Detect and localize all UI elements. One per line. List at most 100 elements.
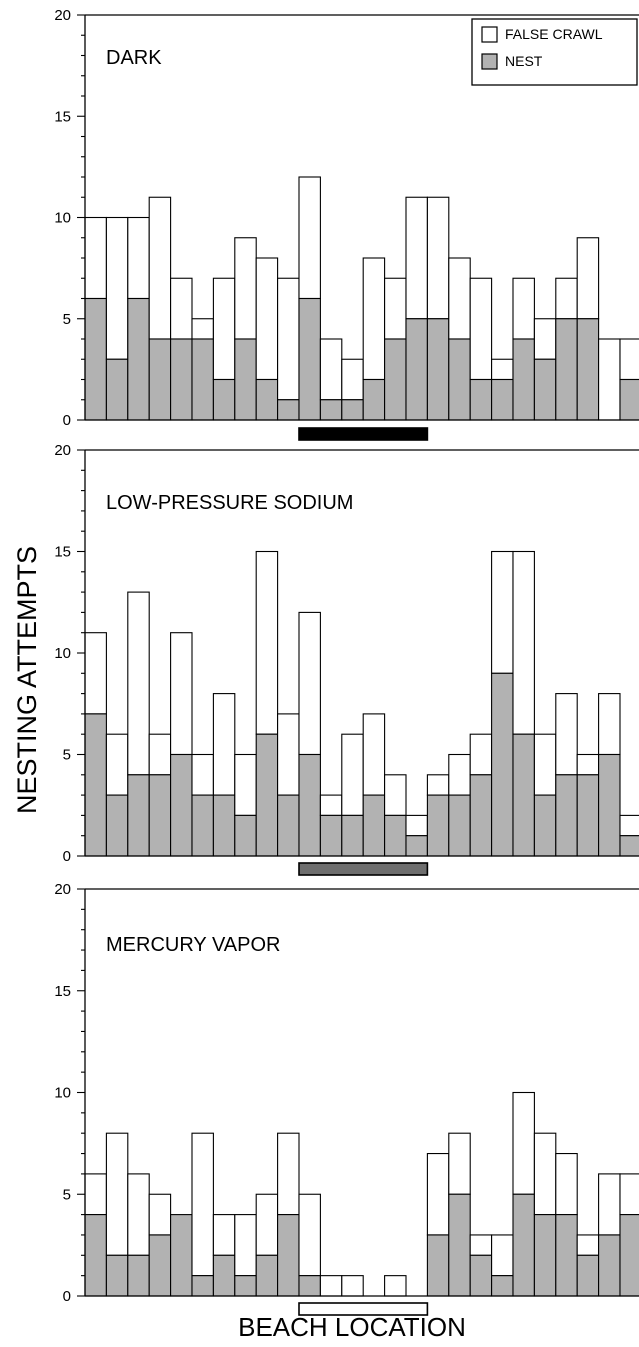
bar-nest	[533, 794, 557, 857]
y-tick-label: 10	[54, 1085, 71, 1102]
bar-nest	[598, 1234, 621, 1297]
panel-mercury-vapor: 0 5 10 15 20	[54, 881, 639, 1316]
bar-false-crawl	[191, 318, 214, 340]
panel-title-mercury-vapor: MERCURY VAPOR	[106, 934, 280, 956]
bar-nest	[362, 794, 386, 857]
bar-false-crawl	[234, 753, 257, 816]
panel-title-dark: DARK	[106, 47, 162, 69]
bar-nest	[576, 774, 600, 857]
bar-nest	[170, 1214, 193, 1297]
bar-false-crawl	[533, 1132, 557, 1216]
bar-false-crawl	[298, 176, 321, 300]
bar-nest	[555, 1214, 578, 1297]
bar-nest	[105, 794, 129, 857]
bar-false-crawl	[405, 196, 428, 320]
bar-false-crawl	[84, 1173, 107, 1216]
bar-nest	[212, 378, 236, 421]
bar-nest	[84, 1214, 107, 1297]
bar-nest	[384, 338, 407, 421]
bar-false-crawl	[469, 277, 493, 381]
bar-nest	[619, 835, 639, 857]
bar-false-crawl	[598, 338, 621, 421]
bar-false-crawl	[234, 237, 257, 340]
y-tick-label: 10	[54, 210, 71, 227]
bar-nest	[512, 338, 535, 421]
bar-nest	[234, 338, 257, 421]
y-tick-label: 0	[63, 412, 71, 429]
bar-nest	[576, 318, 600, 421]
bar-false-crawl	[619, 1173, 639, 1216]
bar-nest	[448, 1193, 471, 1297]
bar-false-crawl	[555, 693, 578, 776]
y-tick-label: 20	[54, 881, 71, 898]
bar-nest	[319, 399, 343, 421]
legend-label-false-crawl: FALSE CRAWL	[505, 26, 603, 42]
bar-false-crawl	[255, 550, 279, 735]
bar-nest	[298, 297, 321, 421]
bar-false-crawl	[512, 277, 535, 340]
bar-false-crawl	[426, 774, 450, 796]
light-zone-bar-low-pressure-sodium	[298, 862, 429, 876]
legend-swatch-nest	[481, 53, 498, 70]
bar-nest	[277, 794, 300, 857]
bar-false-crawl	[148, 1193, 172, 1236]
bar-nest	[105, 1254, 129, 1297]
bar-false-crawl	[555, 277, 578, 320]
y-tick-label: 15	[54, 108, 71, 125]
bar-nest	[105, 358, 129, 421]
bar-false-crawl	[170, 632, 193, 756]
y-tick-label: 5	[63, 1186, 71, 1203]
bar-nest	[533, 358, 557, 421]
y-tick-label: 0	[63, 1288, 71, 1305]
bar-nest	[405, 318, 428, 421]
bar-nest	[191, 1275, 214, 1297]
bar-false-crawl	[341, 733, 364, 816]
bar-false-crawl	[576, 753, 600, 776]
bar-false-crawl	[426, 196, 450, 320]
bar-false-crawl	[469, 733, 493, 776]
x-axis-label: BEACH LOCATION	[238, 1312, 466, 1342]
bar-nest	[448, 794, 471, 857]
legend-box	[471, 18, 638, 86]
bar-false-crawl	[148, 733, 172, 776]
y-tick-label: 20	[54, 442, 71, 459]
bar-false-crawl	[191, 753, 214, 796]
bar-nest	[598, 753, 621, 857]
bar-nest	[362, 378, 386, 421]
bar-nest	[298, 1275, 321, 1297]
bar-false-crawl	[555, 1153, 578, 1216]
bar-nest	[234, 814, 257, 857]
bar-nest	[512, 733, 535, 857]
legend: FALSE CRAWL NEST	[471, 18, 638, 86]
bar-false-crawl	[319, 338, 343, 401]
bar-nest	[469, 774, 493, 857]
y-tick-label: 15	[54, 983, 71, 1000]
bar-false-crawl	[105, 216, 129, 360]
bar-false-crawl	[491, 550, 514, 674]
bar-false-crawl	[212, 277, 236, 381]
bar-false-crawl	[362, 257, 386, 381]
bar-nest	[170, 338, 193, 421]
bar-false-crawl	[598, 1173, 621, 1236]
bar-nest	[212, 1254, 236, 1297]
bar-false-crawl	[491, 1234, 514, 1277]
y-axis-label: NESTING ATTEMPTS	[12, 546, 42, 814]
bar-nest	[84, 297, 107, 421]
bar-nest	[148, 1234, 172, 1297]
y-tick-label: 15	[54, 544, 71, 561]
bar-false-crawl	[448, 1132, 471, 1195]
bar-nest	[555, 318, 578, 421]
bar-nest	[298, 753, 321, 857]
bar-false-crawl	[127, 216, 150, 300]
bar-nest	[512, 1193, 535, 1297]
bar-nest	[255, 1254, 279, 1297]
bar-false-crawl	[105, 733, 129, 796]
bar-false-crawl	[277, 713, 300, 796]
light-zone-bar-dark	[298, 427, 429, 441]
bar-false-crawl	[341, 358, 364, 401]
bar-nest	[255, 378, 279, 421]
bar-nest	[255, 733, 279, 857]
bar-nest	[426, 794, 450, 857]
bar-false-crawl	[298, 1193, 321, 1277]
bar-false-crawl	[469, 1234, 493, 1256]
